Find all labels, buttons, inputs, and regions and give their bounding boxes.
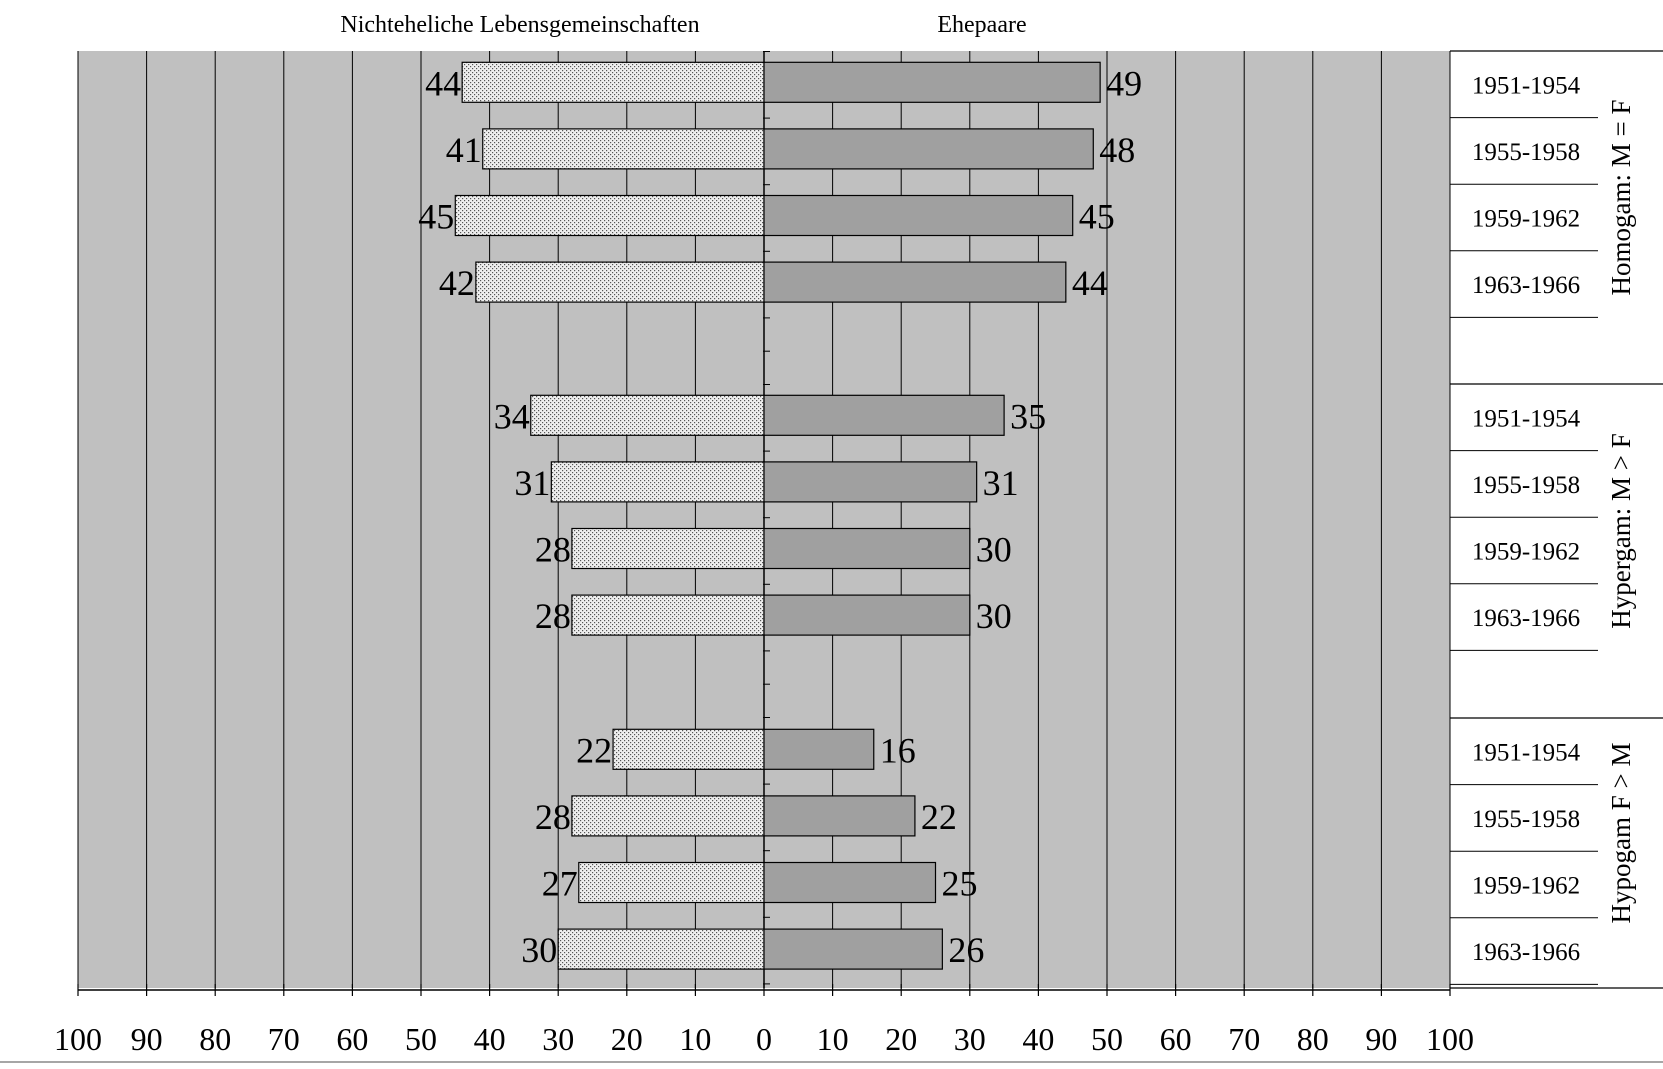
x-tick-label: 40 <box>1022 1021 1054 1057</box>
group-label: Hypergam: M > F <box>1606 433 1636 628</box>
left-series-header: Nichteheliche Lebensgemeinschaften <box>340 12 699 38</box>
x-tick-label: 30 <box>954 1021 986 1057</box>
bar-right-2-3 <box>763 928 943 970</box>
x-tick-label: 10 <box>679 1021 711 1057</box>
period-label: 1963-1966 <box>1472 605 1580 632</box>
bar-left-0-3 <box>475 261 765 303</box>
data-label-right: 30 <box>976 596 1012 636</box>
data-label-left: 42 <box>439 263 475 303</box>
bar-left-1-1 <box>550 461 765 503</box>
bar-right-1-3 <box>763 594 971 636</box>
period-label: 1951-1954 <box>1472 739 1581 766</box>
x-tick-label: 60 <box>336 1021 368 1057</box>
period-label: 1959-1962 <box>1472 539 1580 566</box>
period-label: 1955-1958 <box>1472 139 1580 166</box>
bar-left-2-0 <box>612 728 765 770</box>
bar-right-0-2 <box>763 194 1074 237</box>
x-tick-label: 60 <box>1160 1021 1192 1057</box>
bar-left-1-3 <box>571 594 765 636</box>
data-label-right: 49 <box>1106 63 1142 103</box>
x-tick-label: 100 <box>54 1021 102 1057</box>
x-tick-label: 30 <box>542 1021 574 1057</box>
data-label-left: 28 <box>535 530 571 570</box>
group-label: Hypogam F > M <box>1606 743 1636 924</box>
x-tick-label: 0 <box>756 1021 772 1057</box>
data-label-left: 28 <box>535 797 571 837</box>
data-label-left: 34 <box>494 396 530 436</box>
data-label-right: 25 <box>942 864 978 904</box>
bar-right-0-1 <box>763 128 1094 170</box>
x-tick-label: 20 <box>885 1021 917 1057</box>
data-label-left: 31 <box>514 463 550 503</box>
bar-right-2-1 <box>763 795 916 837</box>
x-tick-label: 90 <box>131 1021 163 1057</box>
x-tick-label: 70 <box>268 1021 300 1057</box>
x-axis: 100 90 80 70 60 50 40 30 20 10 0 10 20 30 40 50 60 70 80 90… <box>0 984 1663 1063</box>
x-tick-label: 10 <box>817 1021 849 1057</box>
x-tick-label: 80 <box>1297 1021 1329 1057</box>
data-label-right: 48 <box>1099 130 1135 170</box>
bar-right-0-3 <box>763 261 1067 303</box>
x-tick-label: 100 <box>1426 1021 1474 1057</box>
bar-right-0-0 <box>763 61 1101 103</box>
x-tick-label: 40 <box>474 1021 506 1057</box>
bar-left-0-1 <box>482 128 765 170</box>
data-label-right: 31 <box>983 463 1019 503</box>
period-label: 1951-1954 <box>1472 72 1581 99</box>
right-series-header: Ehepaare <box>937 12 1026 38</box>
bar-right-2-2 <box>763 861 937 904</box>
data-label-right: 22 <box>921 797 957 837</box>
bar-left-1-2 <box>571 527 765 570</box>
x-tick-label: 90 <box>1365 1021 1397 1057</box>
period-table: 1951-1954 1955-1958 1959-1962 1963-1966 Homo… <box>1450 50 1663 989</box>
data-label-left: 30 <box>521 930 557 970</box>
data-label-left: 44 <box>425 63 461 103</box>
group-label: Homogam: M = F <box>1606 100 1636 296</box>
bar-right-1-1 <box>763 461 978 503</box>
data-label-right: 30 <box>976 530 1012 570</box>
x-tick-label: 50 <box>1091 1021 1123 1057</box>
data-label-left: 28 <box>535 596 571 636</box>
gridlines <box>77 51 1451 988</box>
bar-left-2-1 <box>571 795 765 837</box>
x-tick-label: 80 <box>199 1021 231 1057</box>
period-label: 1951-1954 <box>1472 405 1581 432</box>
period-label: 1955-1958 <box>1472 472 1580 499</box>
data-label-left: 45 <box>418 197 454 237</box>
bar-right-1-0 <box>763 394 1005 436</box>
period-label: 1959-1962 <box>1472 206 1580 233</box>
data-label-right: 16 <box>880 730 916 770</box>
data-label-left: 27 <box>542 864 578 904</box>
x-tick-label: 20 <box>611 1021 643 1057</box>
period-label: 1963-1966 <box>1472 272 1580 299</box>
bar-left-0-0 <box>461 61 765 103</box>
data-label-left: 41 <box>446 130 482 170</box>
data-label-right: 26 <box>948 930 984 970</box>
bar-right-1-2 <box>763 527 971 570</box>
data-label-left: 22 <box>576 730 612 770</box>
bar-right-2-0 <box>763 728 875 770</box>
x-tick-label: 50 <box>405 1021 437 1057</box>
bars <box>454 61 1101 970</box>
data-label-right: 44 <box>1072 263 1108 303</box>
period-label: 1963-1966 <box>1472 939 1580 966</box>
period-label: 1955-1958 <box>1472 806 1580 833</box>
bar-left-1-0 <box>530 394 765 436</box>
data-label-right: 45 <box>1079 197 1115 237</box>
bar-left-2-3 <box>557 928 765 970</box>
bar-left-2-2 <box>578 861 765 904</box>
data-label-right: 35 <box>1010 396 1046 436</box>
period-label: 1959-1962 <box>1472 873 1580 900</box>
x-tick-label: 70 <box>1228 1021 1260 1057</box>
bar-left-0-2 <box>454 194 765 237</box>
